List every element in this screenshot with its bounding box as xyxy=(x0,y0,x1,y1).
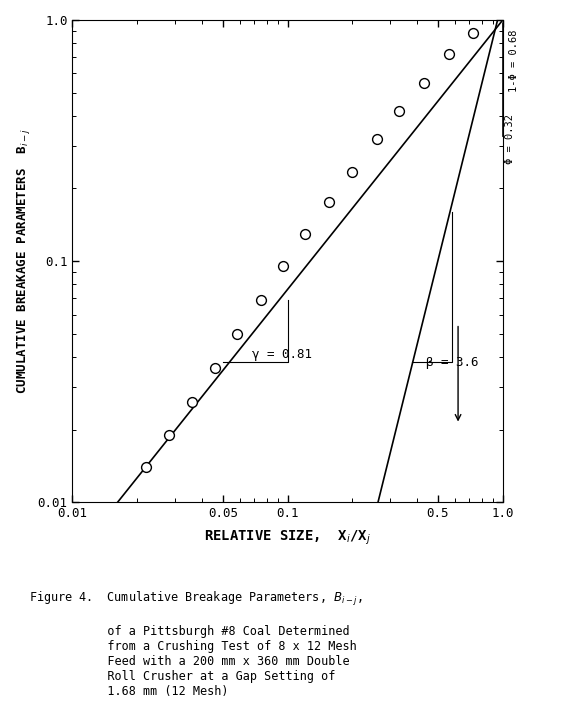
Text: Figure 4.  Cumulative Breakage Parameters, $B_{i-j}$,

           of a Pittsburg: Figure 4. Cumulative Breakage Parameters… xyxy=(29,590,362,698)
Text: Φ = 0.32: Φ = 0.32 xyxy=(505,114,514,164)
Y-axis label: CUMULATIVE BREAKAGE PARAMETERS  B$_{i-j}$: CUMULATIVE BREAKAGE PARAMETERS B$_{i-j}$ xyxy=(15,128,32,394)
Point xyxy=(469,27,478,39)
Point xyxy=(394,105,404,117)
Text: γ = 0.81: γ = 0.81 xyxy=(251,348,312,361)
Point xyxy=(211,362,220,374)
Point xyxy=(324,197,333,208)
Point xyxy=(164,429,173,441)
Point xyxy=(256,294,265,306)
Text: β = 3.6: β = 3.6 xyxy=(426,356,479,369)
X-axis label: RELATIVE SIZE,  X$_i$/X$_j$: RELATIVE SIZE, X$_i$/X$_j$ xyxy=(204,528,371,546)
Point xyxy=(278,261,288,272)
Point xyxy=(300,228,309,239)
Point xyxy=(348,166,357,177)
Point xyxy=(188,396,197,408)
Point xyxy=(232,328,241,339)
Point xyxy=(419,77,428,89)
Point xyxy=(444,49,453,60)
Point xyxy=(373,133,382,145)
Text: 1-Φ = 0.68: 1-Φ = 0.68 xyxy=(509,29,519,91)
Point xyxy=(142,461,151,472)
